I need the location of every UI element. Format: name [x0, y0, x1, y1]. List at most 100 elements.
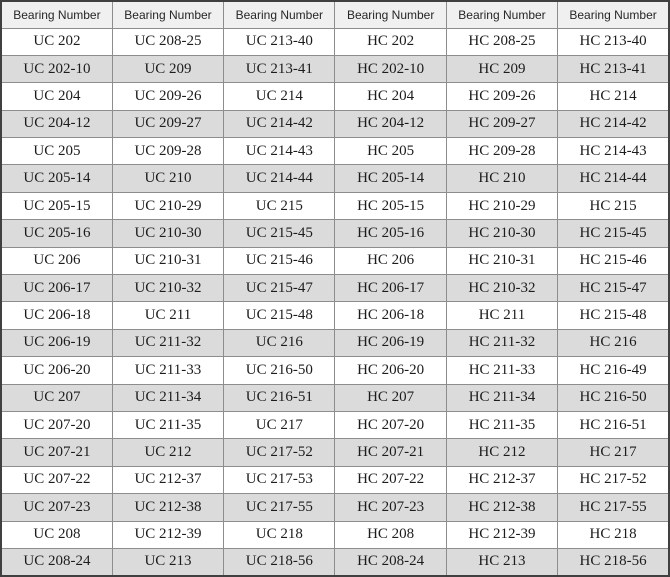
- column-header: Bearing Number: [445, 0, 559, 29]
- bearing-cell: UC 210-30: [111, 219, 225, 248]
- table-row: UC 205-16 UC 210-30 UC 215-45 HC 205-16 HC 2…: [0, 219, 670, 248]
- bearing-cell: UC 215-46: [223, 246, 336, 276]
- bearing-cell: HC 208: [334, 520, 447, 549]
- bearing-cell: UC 209: [111, 54, 225, 84]
- bearing-cell: UC 206-18: [0, 301, 113, 330]
- bearing-cell: UC 210-29: [111, 191, 225, 221]
- bearing-cell: UC 217-53: [223, 465, 336, 495]
- bearing-cell: UC 215-45: [223, 219, 336, 248]
- bearing-cell: UC 217-55: [223, 493, 336, 522]
- bearing-cell: UC 212-39: [111, 520, 225, 549]
- bearing-cell: HC 212-38: [445, 493, 559, 522]
- bearing-cell: HC 205-14: [334, 164, 447, 193]
- bearing-cell: UC 207-20: [0, 410, 113, 440]
- bearing-cell: HC 206-20: [334, 356, 447, 385]
- bearing-cell: UC 211-32: [111, 328, 225, 358]
- bearing-cell: UC 214: [223, 82, 336, 111]
- bearing-cell: HC 210: [445, 164, 559, 193]
- bearing-cell: HC 202: [334, 27, 447, 56]
- bearing-cell: HC 206-18: [334, 301, 447, 330]
- bearing-cell: HC 206-17: [334, 274, 447, 303]
- bearing-cell: UC 202-10: [0, 54, 113, 84]
- bearing-cell: HC 214-43: [557, 137, 670, 166]
- table-row: UC 206-17 UC 210-32 UC 215-47 HC 206-17 HC 2…: [0, 274, 670, 303]
- bearing-cell: UC 215-48: [223, 301, 336, 330]
- bearing-cell: HC 215-47: [557, 274, 670, 303]
- bearing-cell: HC 215-48: [557, 301, 670, 330]
- bearing-cell: HC 207-23: [334, 493, 447, 522]
- bearing-cell: UC 205-16: [0, 219, 113, 248]
- bearing-cell: UC 212-38: [111, 493, 225, 522]
- bearing-cell: HC 216-51: [557, 410, 670, 440]
- bearing-cell: UC 208-25: [111, 27, 225, 56]
- table-header: Bearing Number Bearing Number Bearing Numb…: [0, 0, 670, 29]
- bearing-cell: HC 215-46: [557, 246, 670, 276]
- bearing-cell: HC 212-37: [445, 465, 559, 495]
- bearing-cell: UC 216-51: [223, 383, 336, 412]
- bearing-cell: HC 216-50: [557, 383, 670, 412]
- table-row: UC 204 UC 209-26 UC 214 HC 204 HC 209-26 HC 2…: [0, 82, 670, 111]
- bearing-cell: UC 211: [111, 301, 225, 330]
- bearing-cell: HC 211-32: [445, 328, 559, 358]
- bearing-cell: UC 204-12: [0, 109, 113, 139]
- table-row: UC 208-24 UC 213 UC 218-56 HC 208-24 HC 213 H…: [0, 547, 670, 577]
- table-row: UC 205-14 UC 210 UC 214-44 HC 205-14 HC 210 H…: [0, 164, 670, 193]
- bearing-cell: UC 211-34: [111, 383, 225, 412]
- bearing-cell: HC 213-41: [557, 54, 670, 84]
- bearing-cell: UC 207-23: [0, 493, 113, 522]
- bearing-cell: UC 217-52: [223, 438, 336, 467]
- column-header: Bearing Number: [111, 0, 225, 29]
- bearing-cell: HC 211-33: [445, 356, 559, 385]
- bearing-cell: HC 217-52: [557, 465, 670, 495]
- bearing-cell: HC 210-30: [445, 219, 559, 248]
- bearing-cell: HC 204: [334, 82, 447, 111]
- table-row: UC 205-15 UC 210-29 UC 215 HC 205-15 HC 210-…: [0, 191, 670, 221]
- bearing-cell: UC 211-33: [111, 356, 225, 385]
- bearing-cell: HC 202-10: [334, 54, 447, 84]
- bearing-cell: UC 215-47: [223, 274, 336, 303]
- bearing-cell: HC 210-31: [445, 246, 559, 276]
- bearing-cell: HC 207: [334, 383, 447, 412]
- table-row: UC 206-19 UC 211-32 UC 216 HC 206-19 HC 211-…: [0, 328, 670, 358]
- bearing-cell: UC 208-24: [0, 547, 113, 577]
- bearing-cell: UC 209-27: [111, 109, 225, 139]
- table-row: UC 207-21 UC 212 UC 217-52 HC 207-21 HC 212 H…: [0, 438, 670, 467]
- bearing-cell: HC 208-24: [334, 547, 447, 577]
- table-row: UC 207-23 UC 212-38 UC 217-55 HC 207-23 HC 2…: [0, 493, 670, 522]
- bearing-cell: HC 207-21: [334, 438, 447, 467]
- bearing-cell: UC 205: [0, 137, 113, 166]
- bearing-cell: HC 218-56: [557, 547, 670, 577]
- bearing-cell: UC 209-26: [111, 82, 225, 111]
- bearing-cell: HC 206: [334, 246, 447, 276]
- column-header: Bearing Number: [223, 0, 336, 29]
- bearing-cell: HC 205-15: [334, 191, 447, 221]
- table-row: UC 204-12 UC 209-27 UC 214-42 HC 204-12 HC 2…: [0, 109, 670, 139]
- table-header-row: Bearing Number Bearing Number Bearing Numb…: [0, 0, 670, 29]
- bearing-cell: UC 210-31: [111, 246, 225, 276]
- bearing-cell: UC 213-40: [223, 27, 336, 56]
- bearing-cell: UC 210-32: [111, 274, 225, 303]
- bearing-cell: UC 207: [0, 383, 113, 412]
- bearing-cell: HC 211: [445, 301, 559, 330]
- bearing-cell: HC 216-49: [557, 356, 670, 385]
- bearing-cell: HC 210-29: [445, 191, 559, 221]
- bearing-cell: UC 205-15: [0, 191, 113, 221]
- table-row: UC 202 UC 208-25 UC 213-40 HC 202 HC 208-25 H…: [0, 27, 670, 56]
- bearing-cell: UC 207-22: [0, 465, 113, 495]
- bearing-cell: HC 215: [557, 191, 670, 221]
- table-row: UC 207-22 UC 212-37 UC 217-53 HC 207-22 HC 2…: [0, 465, 670, 495]
- bearing-cell: HC 213-40: [557, 27, 670, 56]
- table-row: UC 205 UC 209-28 UC 214-43 HC 205 HC 209-28 H…: [0, 137, 670, 166]
- bearing-cell: UC 213-41: [223, 54, 336, 84]
- bearing-cell: HC 209-27: [445, 109, 559, 139]
- bearing-cell: HC 205-16: [334, 219, 447, 248]
- bearing-cell: UC 205-14: [0, 164, 113, 193]
- bearing-cell: HC 211-35: [445, 410, 559, 440]
- bearing-cell: UC 214-43: [223, 137, 336, 166]
- bearing-cell: HC 211-34: [445, 383, 559, 412]
- bearing-cell: UC 211-35: [111, 410, 225, 440]
- bearing-cell: UC 216: [223, 328, 336, 358]
- bearing-cell: UC 204: [0, 82, 113, 111]
- bearing-cell: UC 208: [0, 520, 113, 549]
